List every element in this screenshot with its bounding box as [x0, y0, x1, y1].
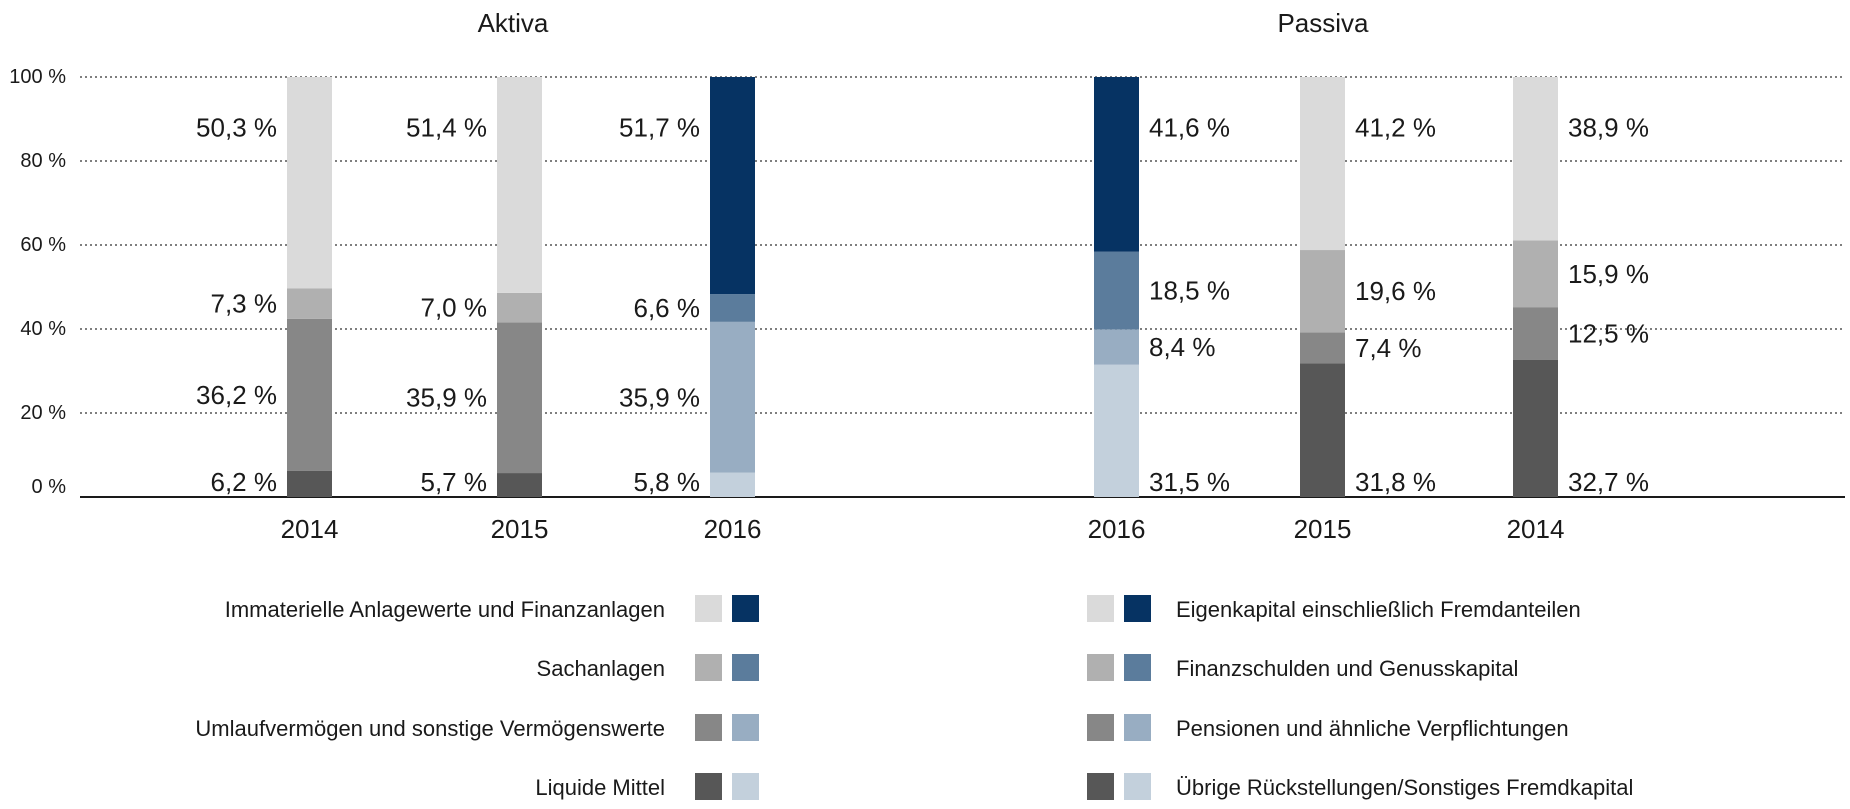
legend-swatch-blue [732, 654, 759, 681]
bar-segment [1513, 359, 1558, 497]
bar-segment [1094, 251, 1139, 330]
y-tick-label: 20 % [20, 402, 66, 424]
x-tick-label: 2015 [491, 514, 549, 544]
y-tick-label: 60 % [20, 234, 66, 256]
data-label: 7,0 % [421, 293, 488, 323]
legend-label-aktiva: Immaterielle Anlagewerte und Finanzanlag… [225, 597, 665, 622]
legend-swatch-grey [695, 654, 722, 681]
bar-segment [1300, 363, 1345, 497]
bar-segment [497, 473, 542, 497]
legend-label-aktiva: Sachanlagen [537, 656, 665, 681]
y-tick-label: 100 % [9, 66, 66, 88]
x-tick-label: 2016 [704, 514, 762, 544]
legend-label-aktiva: Umlaufvermögen und sonstige Vermögenswer… [195, 716, 665, 741]
bar-segment [710, 294, 755, 322]
x-tick-label: 2016 [1088, 514, 1146, 544]
legend-swatch-blue [1124, 773, 1151, 800]
data-label: 31,5 % [1149, 467, 1230, 497]
data-label: 5,8 % [634, 467, 701, 497]
data-label: 35,9 % [619, 382, 700, 412]
bar-segment [497, 292, 542, 323]
legend-swatch-grey [695, 714, 722, 741]
data-label: 12,5 % [1568, 318, 1649, 348]
y-tick-label: 80 % [20, 150, 66, 172]
data-label: 32,7 % [1568, 467, 1649, 497]
data-label: 35,9 % [406, 383, 487, 413]
bar-segment [497, 77, 542, 293]
legend-swatch-blue [732, 714, 759, 741]
data-label: 41,6 % [1149, 112, 1230, 142]
data-label: 7,4 % [1355, 333, 1422, 363]
bar-segment [1094, 364, 1139, 497]
legend-swatch-grey [1087, 773, 1114, 800]
x-tick-label: 2015 [1294, 514, 1352, 544]
data-label: 8,4 % [1149, 332, 1216, 362]
x-tick-label: 2014 [281, 514, 339, 544]
data-label: 5,7 % [421, 467, 488, 497]
data-label: 6,6 % [634, 293, 701, 323]
data-label: 19,6 % [1355, 276, 1436, 306]
data-label: 36,2 % [196, 380, 277, 410]
x-tick-label: 2014 [1507, 514, 1565, 544]
bar-segment [287, 470, 332, 497]
bar-segment [1513, 77, 1558, 241]
legend-swatch-blue [1124, 595, 1151, 622]
data-label: 51,4 % [406, 112, 487, 142]
data-label: 50,3 % [196, 112, 277, 142]
legend-swatch-grey [1087, 654, 1114, 681]
panel-title-aktiva: Aktiva [478, 8, 549, 38]
bar-segment [1300, 250, 1345, 333]
bar-segment [287, 77, 332, 289]
bar-segment [710, 321, 755, 473]
legend-swatch-blue [732, 595, 759, 622]
legend-swatch-grey [695, 773, 722, 800]
legend-swatch-grey [695, 595, 722, 622]
bar-segment [710, 77, 755, 295]
legend-swatch-blue [732, 773, 759, 800]
data-label: 41,2 % [1355, 112, 1436, 142]
data-label: 15,9 % [1568, 259, 1649, 289]
legend-swatch-blue [1124, 714, 1151, 741]
bar-segment [1513, 307, 1558, 360]
legend-label-aktiva: Liquide Mittel [535, 775, 665, 800]
bar-segment [1513, 240, 1558, 308]
bar-segment [710, 472, 755, 497]
bar-segment [1300, 332, 1345, 364]
legend-label-passiva: Pensionen und ähnliche Verpflichtungen [1176, 716, 1569, 741]
y-tick-label: 0 % [32, 476, 67, 498]
legend-label-passiva: Übrige Rückstellungen/Sonstiges Fremdkap… [1176, 775, 1633, 800]
bar-segment [287, 288, 332, 319]
panel-title-passiva: Passiva [1277, 8, 1369, 38]
bar-segment [287, 318, 332, 471]
bar-segment [1300, 77, 1345, 251]
legend-label-passiva: Eigenkapital einschließlich Fremdanteile… [1176, 597, 1581, 622]
bar-segment [1094, 329, 1139, 365]
bar-segment [1094, 77, 1139, 252]
legend-label-passiva: Finanzschulden und Genusskapital [1176, 656, 1518, 681]
bar-segment [497, 322, 542, 474]
data-label: 7,3 % [211, 289, 278, 319]
data-label: 6,2 % [211, 467, 278, 497]
legend-swatch-blue [1124, 654, 1151, 681]
data-label: 38,9 % [1568, 112, 1649, 142]
legend-swatch-grey [1087, 595, 1114, 622]
data-label: 51,7 % [619, 112, 700, 142]
data-label: 31,8 % [1355, 467, 1436, 497]
legend-swatch-grey [1087, 714, 1114, 741]
y-tick-label: 40 % [20, 318, 66, 340]
data-label: 18,5 % [1149, 276, 1230, 306]
